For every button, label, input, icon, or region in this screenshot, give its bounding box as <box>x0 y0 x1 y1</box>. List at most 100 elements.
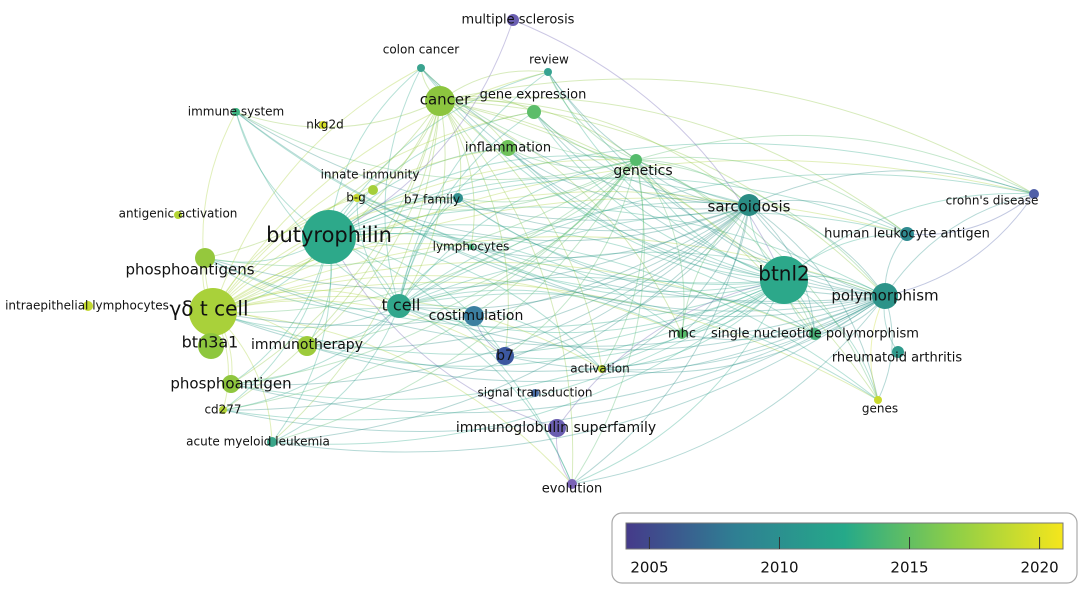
node <box>267 437 277 447</box>
node <box>527 105 541 119</box>
edge <box>235 111 785 284</box>
edge <box>439 100 683 335</box>
edge <box>222 305 400 411</box>
edge <box>222 279 785 421</box>
edge <box>204 257 886 347</box>
node <box>760 256 808 304</box>
edge <box>439 100 475 248</box>
edge <box>884 193 1035 297</box>
edge <box>398 289 683 335</box>
edge <box>547 71 785 281</box>
edge <box>271 279 785 445</box>
edge <box>504 295 886 371</box>
edge <box>507 147 785 281</box>
edge <box>204 204 750 290</box>
edge <box>748 204 879 401</box>
edge <box>356 197 750 242</box>
node <box>531 389 539 397</box>
node-label: colon cancer <box>383 43 460 57</box>
edge <box>635 159 750 206</box>
edge <box>306 295 886 382</box>
node-label: nkg2d <box>306 118 343 132</box>
node <box>874 396 882 404</box>
edge <box>235 111 637 181</box>
edge <box>384 67 422 307</box>
edge <box>635 159 879 401</box>
edge <box>230 279 785 400</box>
edge <box>212 67 422 313</box>
edge <box>398 276 816 335</box>
edge <box>212 197 908 313</box>
edge <box>504 159 637 357</box>
node-label: btn3a1 <box>182 333 239 352</box>
node-label: review <box>529 53 569 67</box>
node <box>219 406 227 414</box>
edge <box>457 197 886 305</box>
edge <box>212 204 750 326</box>
edge <box>212 147 509 313</box>
labels: multiple sclerosis colon cancer review canc… <box>5 13 1038 497</box>
color-bar <box>625 522 1064 550</box>
node-label: antigenic activation <box>119 207 238 221</box>
node <box>319 121 327 129</box>
nodes <box>83 14 1039 489</box>
edge <box>328 71 549 238</box>
edge <box>204 257 785 328</box>
node <box>677 329 687 339</box>
edge <box>306 204 750 349</box>
edge <box>328 232 879 401</box>
edge <box>398 173 1035 307</box>
edge <box>504 204 750 357</box>
node-label: human leukocyte antigen <box>824 227 990 242</box>
edge <box>635 156 908 235</box>
edge <box>420 67 886 297</box>
edge <box>271 159 637 443</box>
edge <box>306 279 785 367</box>
node-label: immunoglobulin superfamily <box>456 420 656 436</box>
node <box>598 365 606 373</box>
edge <box>504 279 785 360</box>
node <box>496 347 514 365</box>
edge <box>507 147 637 168</box>
node <box>174 211 182 219</box>
edge <box>547 71 886 297</box>
edge <box>507 147 750 210</box>
node <box>453 193 463 203</box>
edge <box>398 159 637 307</box>
edge <box>230 159 637 385</box>
edge <box>783 193 1035 281</box>
edge <box>271 204 750 443</box>
edge <box>398 305 573 485</box>
edge <box>222 295 886 432</box>
edge <box>204 159 637 267</box>
edge <box>230 100 441 385</box>
node-label: signal transduction <box>478 386 593 400</box>
node-label: immunotherapy <box>251 337 363 353</box>
edge <box>328 233 683 335</box>
node-label: gene expression <box>480 88 587 103</box>
node <box>1029 189 1039 199</box>
node-label: acute myeloid leukemia <box>186 435 330 449</box>
edge <box>230 204 750 386</box>
node-label: b-g <box>346 191 366 205</box>
edge <box>398 71 549 307</box>
node <box>630 154 642 166</box>
edge <box>328 142 1035 238</box>
edge <box>439 100 886 297</box>
edge <box>271 295 886 453</box>
edge <box>601 159 644 370</box>
edge <box>470 204 750 259</box>
edge <box>681 204 750 335</box>
edge <box>439 96 908 235</box>
edge <box>398 111 535 307</box>
edge <box>212 191 750 313</box>
edge <box>439 78 1035 195</box>
edge <box>212 311 573 485</box>
edge <box>235 111 750 221</box>
edge <box>398 279 785 334</box>
node-label: inflammation <box>465 141 551 156</box>
edge <box>470 246 785 298</box>
edge <box>398 305 506 357</box>
edge <box>533 111 637 161</box>
edge <box>547 71 637 161</box>
